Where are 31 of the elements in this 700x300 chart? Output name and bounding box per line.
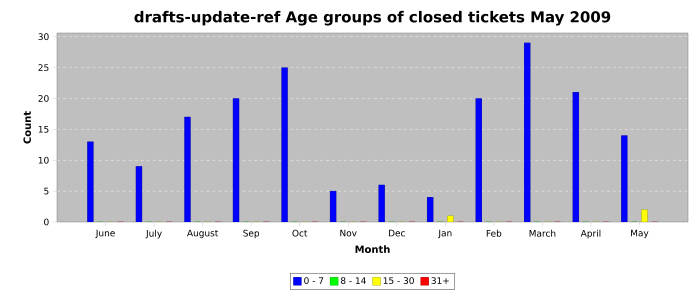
x-tick-label: May	[631, 230, 648, 238]
y-tick-label: 10	[38, 156, 49, 164]
bar	[572, 92, 580, 222]
legend-label: 31+	[432, 277, 449, 284]
x-axis-title: Month	[356, 245, 390, 253]
x-tick-label: Feb	[486, 230, 502, 237]
y-tick-label: 15	[38, 126, 48, 133]
y-tick-label: 0	[44, 218, 49, 226]
legend-label: 15 - 30	[384, 277, 414, 284]
legend-label: 0 - 7	[304, 277, 324, 284]
chart-title: drafts-update-ref Age groups of closed tickets May 2009	[134, 10, 610, 26]
x-tick-label: August	[186, 230, 218, 238]
y-tick-label: 5	[44, 188, 48, 194]
y-tick-label: 20	[38, 95, 49, 102]
x-tick-label: Dec	[388, 230, 405, 236]
y-axis-title: Count	[23, 111, 31, 144]
bar	[524, 42, 530, 222]
y-tick-label: 25	[38, 64, 48, 71]
x-tick-label: Jan	[438, 230, 452, 238]
bar	[621, 135, 628, 222]
x-tick-label: Sep	[243, 230, 260, 238]
x-tick-label: June	[95, 230, 115, 238]
x-tick-label: March	[530, 230, 556, 237]
bar	[87, 142, 94, 222]
x-tick-label: April	[580, 230, 600, 238]
y-tick-label: 30	[38, 33, 49, 40]
bar	[476, 98, 482, 222]
x-tick-label: Nov	[340, 230, 357, 236]
x-tick-label: July	[146, 230, 162, 238]
legend-label: 8 - 14	[340, 277, 366, 284]
x-tick-label: Oct	[292, 230, 308, 237]
